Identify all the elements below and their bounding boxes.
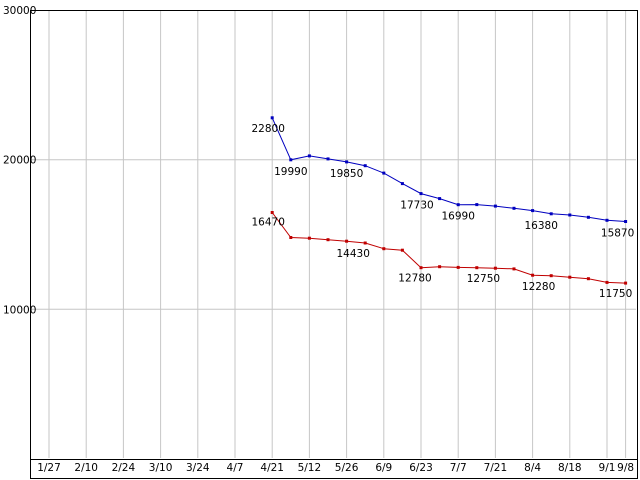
series-red-point [382,247,386,251]
series-blue-point [475,203,479,207]
series-blue-line [271,117,626,222]
series-blue-point [624,220,628,223]
y-tick-label: 20000 [3,155,36,167]
series-red-point [549,274,553,278]
series-blue-point [326,157,330,161]
series-red-point [289,236,293,239]
value-label-blue: 19990 [274,166,307,178]
series-blue-point [400,182,404,186]
series-red-line [271,212,626,284]
x-tick-label: 7/21 [484,462,508,474]
series-blue-point [270,116,274,120]
plot-frame [30,10,638,479]
x-tick-label: 4/21 [260,462,284,474]
series-red-point [586,277,590,281]
value-label-red: 12280 [522,281,555,293]
series-red-point [512,267,516,271]
x-tick-label: 3/10 [149,462,173,474]
value-label-red: 12780 [398,273,431,285]
series-blue-point [363,164,367,168]
series-blue-point [438,197,442,201]
value-label-blue: 22800 [251,123,284,135]
value-label-blue: 15870 [601,228,634,240]
series-blue-point [568,213,572,217]
value-label-blue: 16380 [524,220,557,232]
series-red-point [531,273,535,277]
series-blue-point [605,218,609,222]
series-blue-point [419,192,423,196]
value-label-blue: 16990 [441,211,474,223]
y-tick-label: 10000 [3,304,36,316]
series-blue-point [289,158,293,162]
series-blue-point [345,160,349,164]
x-tick-label: 4/7 [227,462,244,474]
series-red-point [270,211,274,214]
series-blue-point [493,204,497,208]
series-blue-point [456,203,460,207]
series-red-point [419,266,423,270]
series-red-point [624,281,628,285]
series-red-point [568,275,572,279]
series-blue-point [531,209,535,213]
x-tick-label: 7/7 [450,462,467,474]
series-red-point [307,236,311,240]
series-red-point [326,238,330,242]
series-blue-point [382,171,386,175]
series-blue-point [307,154,311,158]
series-blue-point [586,215,590,219]
series-red-point [475,266,479,270]
series-blue-point [512,206,516,210]
x-tick-label: 8/4 [524,462,541,474]
series-red-point [345,239,349,243]
value-label-red: 16470 [251,217,284,229]
y-tick-label: 30000 [3,5,36,17]
series-red-point [456,265,460,269]
value-label-red: 12750 [467,273,500,285]
series-red-point [438,265,442,269]
x-tick-label: 6/9 [375,462,392,474]
series-red-point [493,266,497,270]
x-tick-label: 9/1 [599,462,616,474]
series-blue-point [549,212,553,216]
x-tick-label: 6/23 [409,462,433,474]
value-label-red: 14430 [336,248,369,260]
value-label-blue: 19850 [330,168,363,180]
x-tick-label: 3/24 [186,462,210,474]
x-tick-label: 9/8 [617,462,634,474]
series-red-point [400,248,404,252]
series-red-point [363,241,367,245]
x-tick-label: 5/26 [335,462,359,474]
x-tick-label: 5/12 [298,462,322,474]
x-tick-label: 2/24 [112,462,136,474]
x-tick-label: 1/27 [37,462,61,474]
value-label-blue: 17730 [400,200,433,212]
x-tick-label: 2/10 [74,462,98,474]
value-label-red: 11750 [599,288,632,300]
x-tick-label: 8/18 [558,462,582,474]
series-red-point [605,280,609,284]
